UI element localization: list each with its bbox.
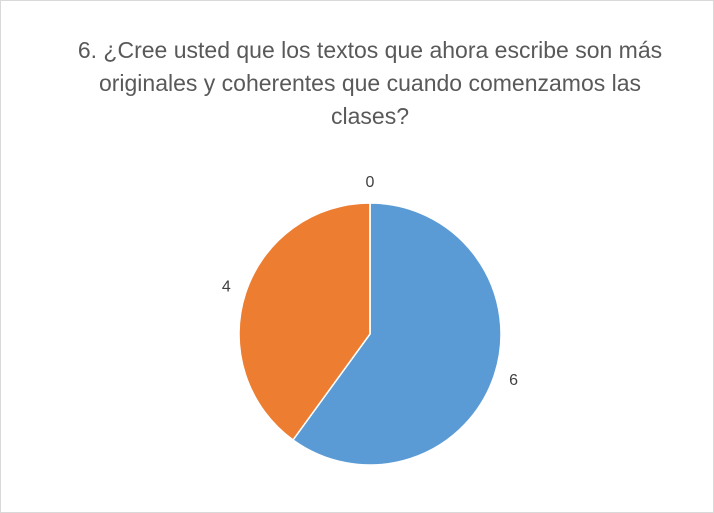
- data-label: 6: [509, 372, 518, 389]
- pie-slice: [291, 202, 502, 466]
- data-label: 0: [366, 174, 375, 191]
- chart-title: 6. ¿Cree usted que los textos que ahora …: [77, 37, 663, 129]
- pie-slice: [238, 202, 371, 442]
- data-label: 4: [222, 279, 231, 296]
